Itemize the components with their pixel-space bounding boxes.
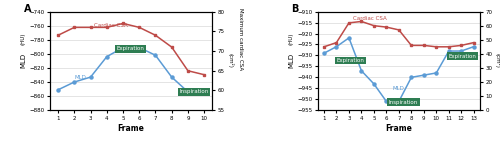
Y-axis label: (cm²): (cm²) [227, 54, 233, 68]
Text: B: B [291, 4, 298, 14]
Text: Cardiac CSA: Cardiac CSA [94, 23, 128, 28]
Text: Maximum cardiac CSA: Maximum cardiac CSA [238, 8, 243, 70]
Text: MLD: MLD [392, 86, 404, 91]
Y-axis label: (cm²): (cm²) [495, 54, 500, 68]
Text: Expiration: Expiration [449, 54, 476, 59]
Text: (HU): (HU) [288, 33, 294, 45]
Text: (HU): (HU) [20, 33, 25, 45]
Text: Expiration: Expiration [336, 58, 364, 63]
Text: Inspiration: Inspiration [180, 89, 209, 94]
X-axis label: Frame: Frame [118, 124, 144, 133]
Text: Expiration: Expiration [116, 46, 144, 51]
X-axis label: Frame: Frame [386, 124, 412, 133]
Y-axis label: MLD: MLD [288, 53, 294, 68]
Y-axis label: MLD: MLD [20, 53, 26, 68]
Text: Inspiration: Inspiration [389, 100, 418, 105]
Text: Cardiac CSA: Cardiac CSA [352, 16, 386, 21]
Text: MLD: MLD [74, 75, 86, 80]
Text: A: A [24, 4, 32, 14]
